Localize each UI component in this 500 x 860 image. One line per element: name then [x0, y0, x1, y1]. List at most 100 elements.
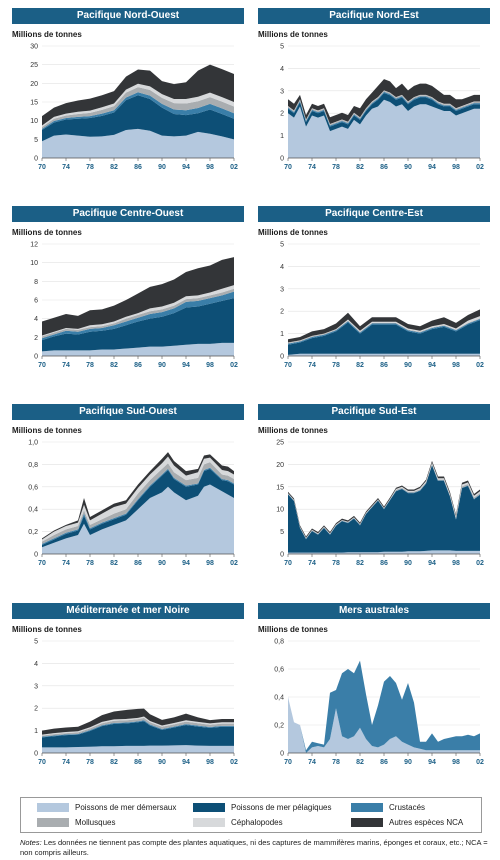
chart-panel-pacifique-sud-ouest: Pacifique Sud-Ouest Millions de tonnes 0… [12, 404, 244, 584]
x-tick-label: 74 [62, 560, 70, 567]
x-tick-label: 86 [134, 560, 142, 567]
area-series-other [288, 79, 480, 124]
chart-title: Mers australes [258, 603, 490, 619]
x-tick-label: 78 [86, 759, 94, 766]
x-tick-label: 74 [62, 362, 70, 369]
legend-label: Poissons de mer pélagiques [231, 803, 332, 812]
x-tick-label: 70 [284, 759, 292, 766]
x-tick-label: 86 [134, 759, 142, 766]
y-tick-label: 10 [276, 507, 284, 514]
x-tick-label: 82 [356, 164, 364, 171]
chart-title: Pacifique Sud-Est [258, 404, 490, 420]
y-tick-label: 4 [280, 264, 284, 271]
footnote: Notes: Les données ne tiennent pas compt… [20, 838, 490, 858]
y-axis-label: Millions de tonnes [12, 625, 82, 634]
y-tick-label: 5 [280, 44, 284, 51]
x-tick-label: 78 [332, 164, 340, 171]
area-series-pelagic [42, 468, 234, 548]
legend-swatch [37, 803, 69, 812]
y-tick-label: 0,6 [28, 484, 38, 491]
y-tick-label: 1,0 [28, 440, 38, 447]
x-tick-label: 70 [284, 560, 292, 567]
legend-item-cephalopods: Céphalopodes [193, 818, 283, 827]
x-tick-label: 74 [62, 759, 70, 766]
x-tick-label: 90 [404, 164, 412, 171]
chart-title: Pacifique Centre-Est [258, 206, 490, 222]
area-series-crustaceans [288, 660, 480, 753]
chart-panel-pacifique-centre-ouest: Pacifique Centre-Ouest Millions de tonne… [12, 206, 244, 386]
footnote-label: Notes: [20, 838, 42, 847]
area-series-cephalopods [42, 285, 234, 337]
x-tick-label: 74 [308, 759, 316, 766]
area-series-demersal [42, 128, 234, 158]
area-series-crustaceans [42, 291, 234, 341]
chart-title: Pacifique Centre-Ouest [12, 206, 244, 222]
x-tick-label: 78 [86, 164, 94, 171]
y-tick-label: 3 [280, 286, 284, 293]
y-tick-label: 5 [280, 242, 284, 249]
y-axis-label: Millions de tonnes [12, 30, 82, 39]
area-series-other [42, 257, 234, 336]
y-axis-label: Millions de tonnes [12, 228, 82, 237]
x-tick-label: 94 [428, 560, 436, 567]
y-tick-label: 20 [276, 462, 284, 469]
x-tick-label: 70 [38, 560, 46, 567]
x-tick-label: 70 [284, 164, 292, 171]
x-tick-label: 82 [110, 560, 118, 567]
x-tick-label: 86 [134, 362, 142, 369]
chart-panel-pacifique-nord-est: Pacifique Nord-Est Millions de tonnes 0 1… [258, 8, 490, 188]
area-series-other [42, 452, 234, 540]
legend-item-pelagic: Poissons de mer pélagiques [193, 803, 332, 812]
chart-plot: 0 1 2 3 4 5 70 74 78 82 86 90 94 98 02 [280, 242, 484, 370]
x-tick-label: 98 [452, 560, 460, 567]
legend-swatch [193, 803, 225, 812]
y-axis-label: Millions de tonnes [258, 30, 328, 39]
x-tick-label: 82 [110, 164, 118, 171]
area-series-cephalopods [42, 456, 234, 542]
area-series-crustaceans [288, 319, 480, 345]
x-tick-label: 02 [476, 560, 484, 567]
legend-item-demersal: Poissons de mer démersaux [37, 803, 176, 812]
y-tick-label: 0,4 [274, 695, 284, 702]
x-tick-label: 02 [230, 362, 238, 369]
x-tick-label: 70 [38, 759, 46, 766]
x-tick-label: 98 [452, 759, 460, 766]
y-tick-label: 4 [34, 316, 38, 323]
y-tick-label: 0,8 [28, 462, 38, 469]
x-tick-label: 94 [182, 362, 190, 369]
x-tick-label: 94 [428, 759, 436, 766]
legend-label: Céphalopodes [231, 818, 283, 827]
x-tick-label: 98 [452, 164, 460, 171]
x-tick-label: 98 [206, 164, 214, 171]
y-tick-label: 1 [280, 331, 284, 338]
x-tick-label: 82 [356, 759, 364, 766]
chart-plot: 0 0,2 0,4 0,6 0,8 1,0 70 74 78 82 86 90 94 98 02 [28, 440, 238, 568]
legend-swatch [351, 803, 383, 812]
y-tick-label: 4 [34, 661, 38, 668]
x-tick-label: 94 [428, 362, 436, 369]
area-series-pelagic [288, 320, 480, 355]
area-series-demersal [288, 550, 480, 554]
y-tick-label: 4 [280, 66, 284, 73]
y-tick-label: 0 [280, 552, 284, 559]
x-tick-label: 98 [206, 362, 214, 369]
y-tick-label: 0 [34, 156, 38, 163]
area-series-pelagic [42, 298, 234, 352]
x-tick-label: 94 [182, 759, 190, 766]
x-tick-label: 70 [38, 362, 46, 369]
y-tick-label: 2 [280, 309, 284, 316]
legend-swatch [37, 818, 69, 827]
x-tick-label: 74 [62, 164, 70, 171]
x-tick-label: 86 [380, 759, 388, 766]
chart-panel-pacifique-nord-ouest: Pacifique Nord-Ouest Millions de tonnes … [12, 8, 244, 188]
x-tick-label: 02 [230, 759, 238, 766]
y-tick-label: 25 [30, 62, 38, 69]
x-tick-label: 86 [380, 362, 388, 369]
area-series-demersal [42, 342, 234, 356]
y-tick-label: 2 [34, 335, 38, 342]
x-tick-label: 98 [452, 362, 460, 369]
area-series-molluscs [42, 462, 234, 544]
x-tick-label: 86 [380, 560, 388, 567]
y-tick-label: 8 [34, 279, 38, 286]
